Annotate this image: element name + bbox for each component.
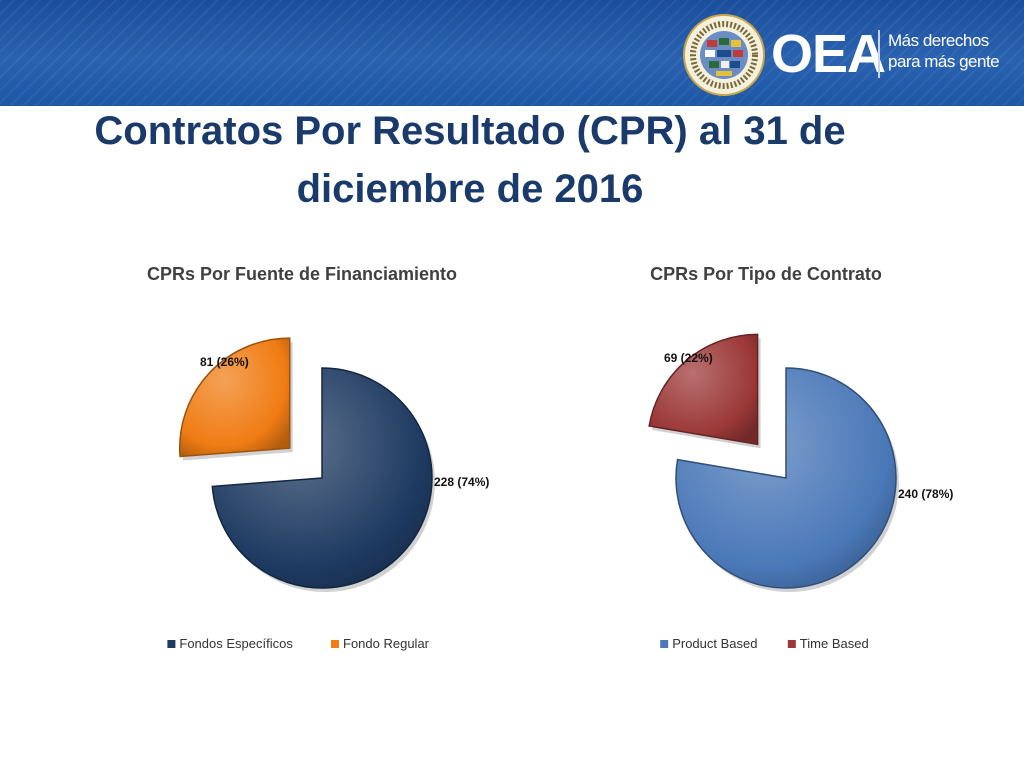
data-label-product-based: 240 (78%) [898,487,953,501]
legend-label-product-based: Product Based [672,636,757,651]
banner-texture [0,0,1024,106]
chart-title: CPRs Por Tipo de Contrato [650,264,882,284]
legend-label-fondos-especificos: Fondos Específicos [179,636,293,651]
chart-title: CPRs Por Fuente de Financiamiento [147,264,457,284]
legend-label-fondo-regular: Fondo Regular [343,636,430,651]
tagline-line-2: para más gente [888,52,1000,71]
oas-seal-icon [683,14,765,96]
chart-legend: Product Based Time Based [660,636,869,651]
data-label-time-based: 69 (22%) [664,351,713,365]
data-label-fondos-especificos: 228 (74%) [434,475,489,489]
header-banner: OEA Más derechos para más gente [0,0,1024,106]
tagline: Más derechos para más gente [888,30,1000,72]
slide-title-line-2: diciembre de 2016 [296,167,644,211]
data-label-fondo-regular: 81 (26%) [200,355,249,369]
legend-swatch-product-based [660,640,669,648]
pie-slice-fondo-regular [178,337,291,458]
tagline-line-1: Más derechos [888,31,989,50]
chart-legend: Fondos Específicos Fondo Regular [167,636,430,651]
pie-chart-contract-type: CPRs Por Tipo de Contrato 240 (78%) 69 (22… [524,250,984,670]
pie-slice-fondos-especificos [211,367,433,589]
legend-label-time-based: Time Based [800,636,869,651]
pie-svg: CPRs Por Fuente de Financiamiento 228 (74… [147,264,489,651]
pie-slice-product-based [675,367,897,589]
legend-swatch-fondo-regular [331,640,339,648]
pie-chart-funding-source: CPRs Por Fuente de Financiamiento 228 (74… [60,250,520,670]
slide-title-line-1: Contratos Por Resultado (CPR) al 31 de [94,109,846,153]
oea-logo: OEA Más derechos para más gente [683,14,1000,96]
slide-title: Contratos Por Resultado (CPR) al 31 de d… [40,102,900,218]
legend-swatch-time-based [787,640,796,648]
legend-swatch-fondos-especificos [167,640,176,648]
org-name: OEA [771,24,886,84]
logo-divider [878,30,880,78]
pie-svg: CPRs Por Tipo de Contrato 240 (78%) 69 (22… [648,264,953,651]
pie-slice-time-based [648,333,759,446]
